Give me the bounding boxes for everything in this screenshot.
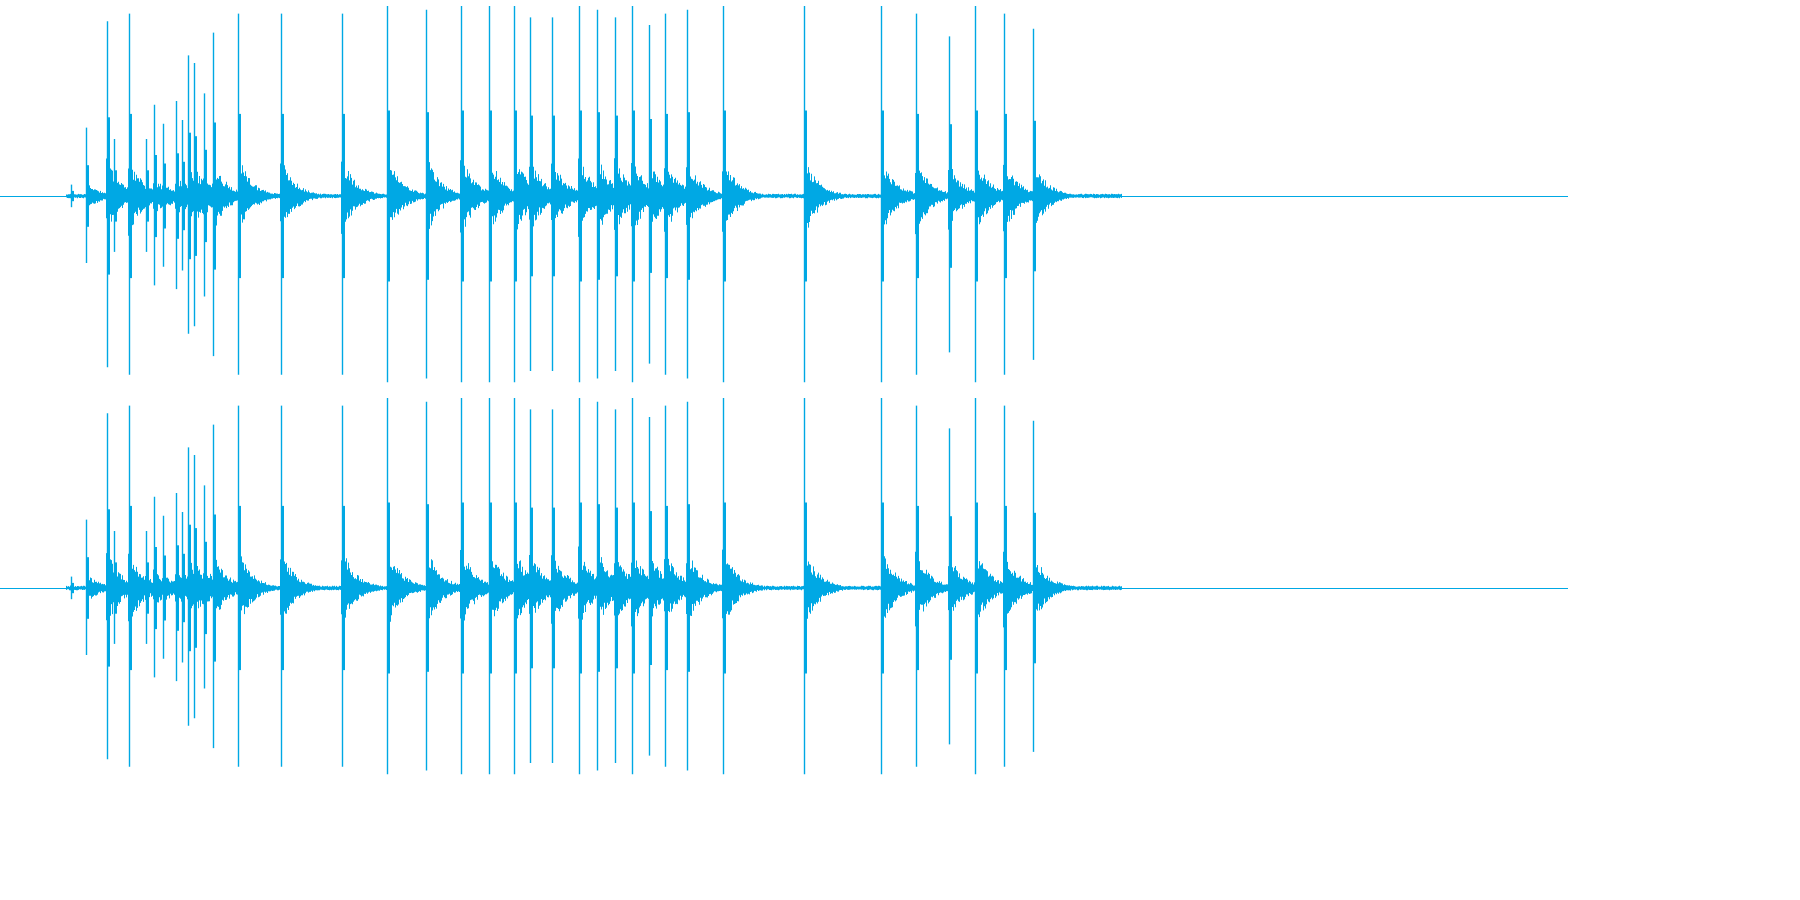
transient-attack [514, 502, 517, 674]
transient-attack [176, 153, 179, 239]
transient-attack [579, 110, 582, 282]
transient-attack [86, 165, 89, 227]
transient-attack [238, 505, 241, 671]
transient-attack [687, 112, 690, 280]
bottom-channel [0, 398, 1568, 775]
transient-attack [342, 505, 345, 671]
transient-attack [154, 547, 157, 630]
transient-attack [579, 502, 582, 674]
transient-attack [804, 110, 807, 282]
transient-attack [387, 502, 390, 674]
transient-attack [975, 502, 978, 674]
transient-attack [1033, 512, 1036, 664]
transient-attack [597, 504, 600, 672]
transient-attack [1033, 120, 1036, 272]
transient-attack [129, 505, 132, 671]
transient-attack [281, 505, 284, 671]
transient-attack [723, 110, 726, 282]
transient-attack [665, 113, 668, 279]
transient-attack [804, 502, 807, 674]
transient-attack [881, 502, 884, 674]
transient-attack [86, 557, 89, 619]
transient-attack [665, 505, 668, 671]
transient-attack [723, 502, 726, 674]
transient-attack [204, 149, 207, 243]
transient-attack [281, 113, 284, 279]
transient-attack [632, 502, 635, 674]
transient-attack [342, 113, 345, 279]
transient-attack [188, 524, 191, 652]
transient-attack [552, 507, 555, 669]
waveform-envelope [66, 156, 1122, 237]
transient-attack [530, 507, 533, 669]
transient-attack [615, 507, 618, 669]
transient-attack [489, 110, 492, 282]
transient-attack [114, 562, 117, 614]
transient-attack [238, 113, 241, 279]
transient-attack [71, 190, 74, 202]
transient-attack [182, 553, 185, 623]
transient-attack [615, 115, 618, 277]
transient-attack [949, 124, 952, 268]
transient-attack [129, 113, 132, 279]
transient-attack [204, 541, 207, 635]
transient-attack [1004, 505, 1007, 671]
transient-attack [154, 155, 157, 238]
transient-attack [194, 528, 197, 648]
top-channel [0, 6, 1568, 383]
transient-attack [881, 110, 884, 282]
transient-attack [530, 115, 533, 277]
transient-attack [461, 502, 464, 674]
transient-attack [114, 170, 117, 222]
transient-attack [489, 502, 492, 674]
transient-attack [163, 163, 166, 229]
transient-attack [916, 505, 919, 671]
waveform-envelope [66, 546, 1122, 630]
transient-attack [426, 112, 429, 280]
transient-attack [182, 161, 185, 231]
transient-attack [687, 504, 690, 672]
transient-attack [194, 136, 197, 256]
transient-attack [975, 110, 978, 282]
transient-attack [649, 511, 652, 665]
transient-attack [176, 545, 179, 631]
transient-attack [426, 504, 429, 672]
transient-attack [916, 113, 919, 279]
transient-attack [146, 170, 149, 222]
transient-attack [552, 115, 555, 277]
transient-attack [387, 110, 390, 282]
transient-attack [107, 509, 110, 667]
transient-attack [514, 110, 517, 282]
transient-attack [188, 132, 191, 260]
transient-attack [107, 117, 110, 275]
transient-attack [461, 110, 464, 282]
transient-attack [632, 110, 635, 282]
transient-attack [146, 562, 149, 614]
transient-attack [213, 514, 216, 662]
transient-attack [597, 112, 600, 280]
waveform-view [0, 0, 1568, 784]
audio-waveform[interactable] [0, 0, 1568, 784]
transient-attack [949, 516, 952, 660]
transient-attack [163, 555, 166, 621]
transient-attack [1004, 113, 1007, 279]
transient-attack [649, 119, 652, 273]
transient-attack [71, 582, 74, 594]
transient-attack [213, 122, 216, 270]
